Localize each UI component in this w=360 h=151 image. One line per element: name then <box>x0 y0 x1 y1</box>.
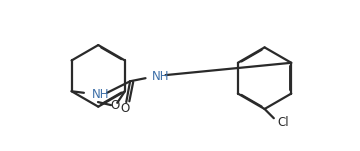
Text: NH: NH <box>152 70 169 83</box>
Text: O: O <box>121 102 130 115</box>
Text: O: O <box>110 99 120 112</box>
Text: NH: NH <box>91 88 109 101</box>
Text: Cl: Cl <box>278 116 289 129</box>
